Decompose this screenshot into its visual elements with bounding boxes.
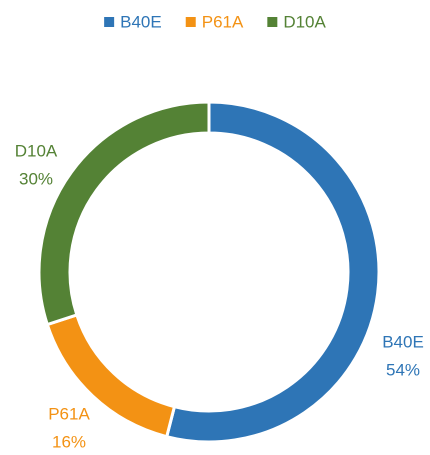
legend-swatch xyxy=(267,17,278,27)
legend-label: B40E xyxy=(120,12,162,31)
data-label-name: P61A xyxy=(48,404,90,423)
donut-segment xyxy=(37,100,211,327)
data-label-value: 16% xyxy=(52,432,86,450)
legend-swatch xyxy=(185,17,196,27)
donut-segment xyxy=(164,100,381,444)
legend: B40E P61A D10A xyxy=(104,12,327,31)
legend-label: D10A xyxy=(283,12,326,31)
data-label-value: 54% xyxy=(386,360,420,379)
legend-swatch xyxy=(104,17,115,27)
data-label-value: 30% xyxy=(19,169,53,188)
data-label-name: D10A xyxy=(15,141,58,160)
legend-label: P61A xyxy=(202,12,244,31)
data-label-name: B40E xyxy=(382,332,424,351)
